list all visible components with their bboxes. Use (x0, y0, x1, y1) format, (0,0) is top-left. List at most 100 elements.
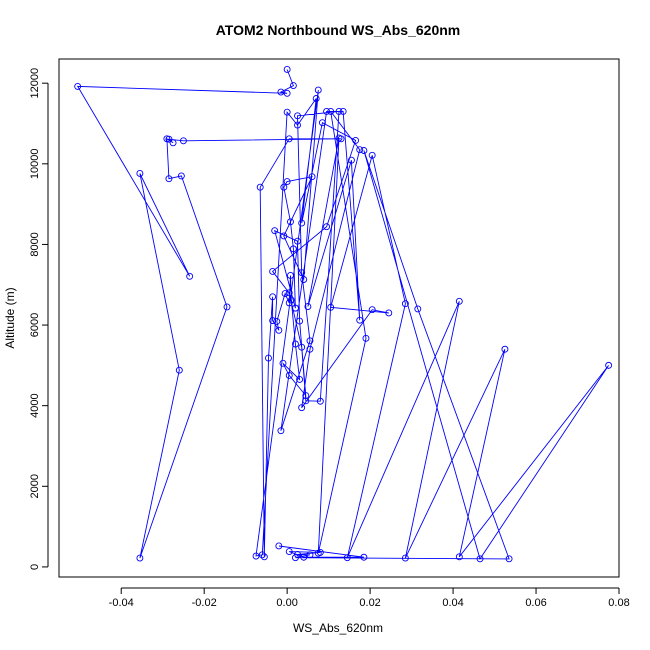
data-point (318, 119, 326, 127)
data-point (289, 245, 297, 253)
data-point (285, 135, 293, 143)
y-tick-label: 6000 (29, 313, 41, 337)
data-point (335, 107, 343, 115)
data-point (291, 340, 299, 348)
data-point (275, 326, 283, 334)
data-point (356, 316, 364, 324)
data-point (177, 172, 185, 180)
data-point (314, 86, 322, 94)
data-point (285, 371, 293, 379)
data-point (289, 82, 297, 90)
data-point (74, 82, 82, 90)
x-tick-label: -0.02 (192, 597, 217, 609)
data-point (283, 66, 291, 73)
x-tick-label: 0.06 (525, 597, 546, 609)
data-point (347, 156, 355, 164)
data-point (265, 354, 272, 362)
data-point (298, 343, 306, 351)
data-point (260, 553, 268, 561)
data-point (455, 297, 463, 305)
x-axis-label: WS_Abs_620nm (293, 621, 383, 635)
y-axis: 0 2000 4000 6000 8000 10000 12000 (29, 68, 49, 570)
data-point (401, 300, 409, 308)
data-point (280, 232, 288, 240)
data-point (258, 551, 266, 559)
data-point (175, 366, 183, 374)
data-point (298, 404, 306, 412)
data-point (291, 304, 299, 312)
x-tick-label: 0.08 (608, 597, 629, 609)
data-point (275, 542, 283, 550)
data-point (323, 107, 331, 115)
data-point (300, 276, 308, 283)
y-tick-label: 4000 (29, 393, 41, 417)
data-point (306, 337, 314, 345)
data-point (271, 227, 279, 235)
data-point (298, 219, 306, 227)
data-point (339, 107, 347, 115)
data-point (294, 112, 301, 120)
data-point (273, 317, 281, 325)
data-point (165, 135, 173, 143)
y-tick-label: 12000 (29, 68, 41, 99)
data-point (294, 121, 301, 129)
data-point (296, 376, 304, 383)
chart-title: ATOM2 Northbound WS_Abs_620nm (216, 22, 461, 38)
data-point (283, 89, 291, 97)
data-point (385, 309, 393, 317)
data-point (169, 139, 177, 147)
data-point (298, 269, 306, 277)
data-point (401, 554, 409, 562)
data-point (285, 548, 293, 556)
data-point (283, 178, 291, 185)
data-point (302, 392, 310, 400)
data-point (281, 290, 289, 298)
data-point (280, 183, 288, 191)
data-point (308, 173, 316, 181)
data-point (269, 317, 277, 325)
data-point (269, 293, 277, 301)
data-point (368, 306, 376, 314)
x-tick-label: 0.02 (359, 597, 380, 609)
data-point (455, 553, 463, 561)
data-point (343, 554, 351, 562)
data-point (296, 317, 304, 325)
y-tick-label: 10000 (29, 149, 41, 180)
data-point (505, 555, 513, 563)
data-point (476, 555, 484, 563)
data-point (306, 551, 314, 559)
y-axis-label: Altitude (m) (3, 287, 17, 348)
plot-frame (58, 58, 620, 578)
data-point (285, 289, 293, 297)
x-tick-label: 0.00 (276, 597, 297, 609)
data-point (327, 303, 335, 311)
data-point (360, 553, 368, 561)
data-point (316, 397, 324, 405)
series-line (76, 69, 609, 560)
y-tick-label: 2000 (29, 474, 41, 498)
data-point (352, 136, 360, 144)
y-tick-label: 8000 (29, 232, 41, 256)
data-point (256, 183, 264, 191)
data-point (287, 296, 295, 304)
data-point (312, 95, 320, 102)
data-point (356, 146, 364, 154)
data-point (414, 305, 422, 313)
data-point (368, 151, 376, 159)
data-point (136, 170, 144, 177)
data-point (283, 108, 291, 116)
data-point (279, 359, 287, 367)
data-point (605, 361, 613, 369)
data-point (362, 334, 370, 342)
data-point (501, 345, 509, 353)
plot-area (74, 66, 613, 563)
data-point (186, 272, 194, 280)
data-point (269, 267, 277, 275)
x-axis: -0.04 -0.02 0.00 0.02 0.04 0.06 0.08 (109, 587, 630, 609)
data-point (323, 223, 331, 231)
data-point (360, 147, 368, 154)
data-point (327, 107, 335, 115)
data-point (306, 345, 314, 353)
data-point (287, 218, 294, 226)
